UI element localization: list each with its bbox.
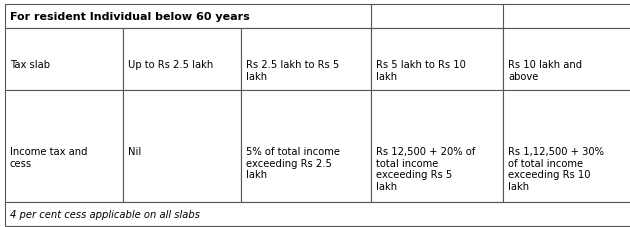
Text: Rs 5 lakh to Rs 10
lakh: Rs 5 lakh to Rs 10 lakh xyxy=(376,60,466,81)
Text: Rs 2.5 lakh to Rs 5
lakh: Rs 2.5 lakh to Rs 5 lakh xyxy=(246,60,339,81)
Bar xyxy=(241,91,371,202)
Text: Tax slab: Tax slab xyxy=(10,60,50,70)
Text: Rs 12,500 + 20% of
total income
exceeding Rs 5
lakh: Rs 12,500 + 20% of total income exceedin… xyxy=(376,146,476,191)
Text: 5% of total income
exceeding Rs 2.5
lakh: 5% of total income exceeding Rs 2.5 lakh xyxy=(246,146,340,179)
Bar xyxy=(503,29,630,91)
Bar xyxy=(241,29,371,91)
Text: For resident Individual below 60 years: For resident Individual below 60 years xyxy=(10,12,249,22)
Text: Rs 10 lakh and
above: Rs 10 lakh and above xyxy=(508,60,582,81)
Bar xyxy=(123,91,241,202)
Bar xyxy=(123,29,241,91)
Text: Up to Rs 2.5 lakh: Up to Rs 2.5 lakh xyxy=(128,60,213,70)
Bar xyxy=(503,91,630,202)
Text: Nil: Nil xyxy=(128,146,141,156)
Text: 4 per cent cess applicable on all slabs: 4 per cent cess applicable on all slabs xyxy=(10,209,200,219)
Bar xyxy=(5,5,630,29)
Bar xyxy=(5,29,123,91)
Text: Rs 1,12,500 + 30%
of total income
exceeding Rs 10
lakh: Rs 1,12,500 + 30% of total income exceed… xyxy=(508,146,604,191)
Bar xyxy=(5,91,123,202)
Bar xyxy=(371,91,503,202)
Bar xyxy=(5,202,630,226)
Text: Income tax and
cess: Income tax and cess xyxy=(10,146,88,168)
Bar xyxy=(371,29,503,91)
